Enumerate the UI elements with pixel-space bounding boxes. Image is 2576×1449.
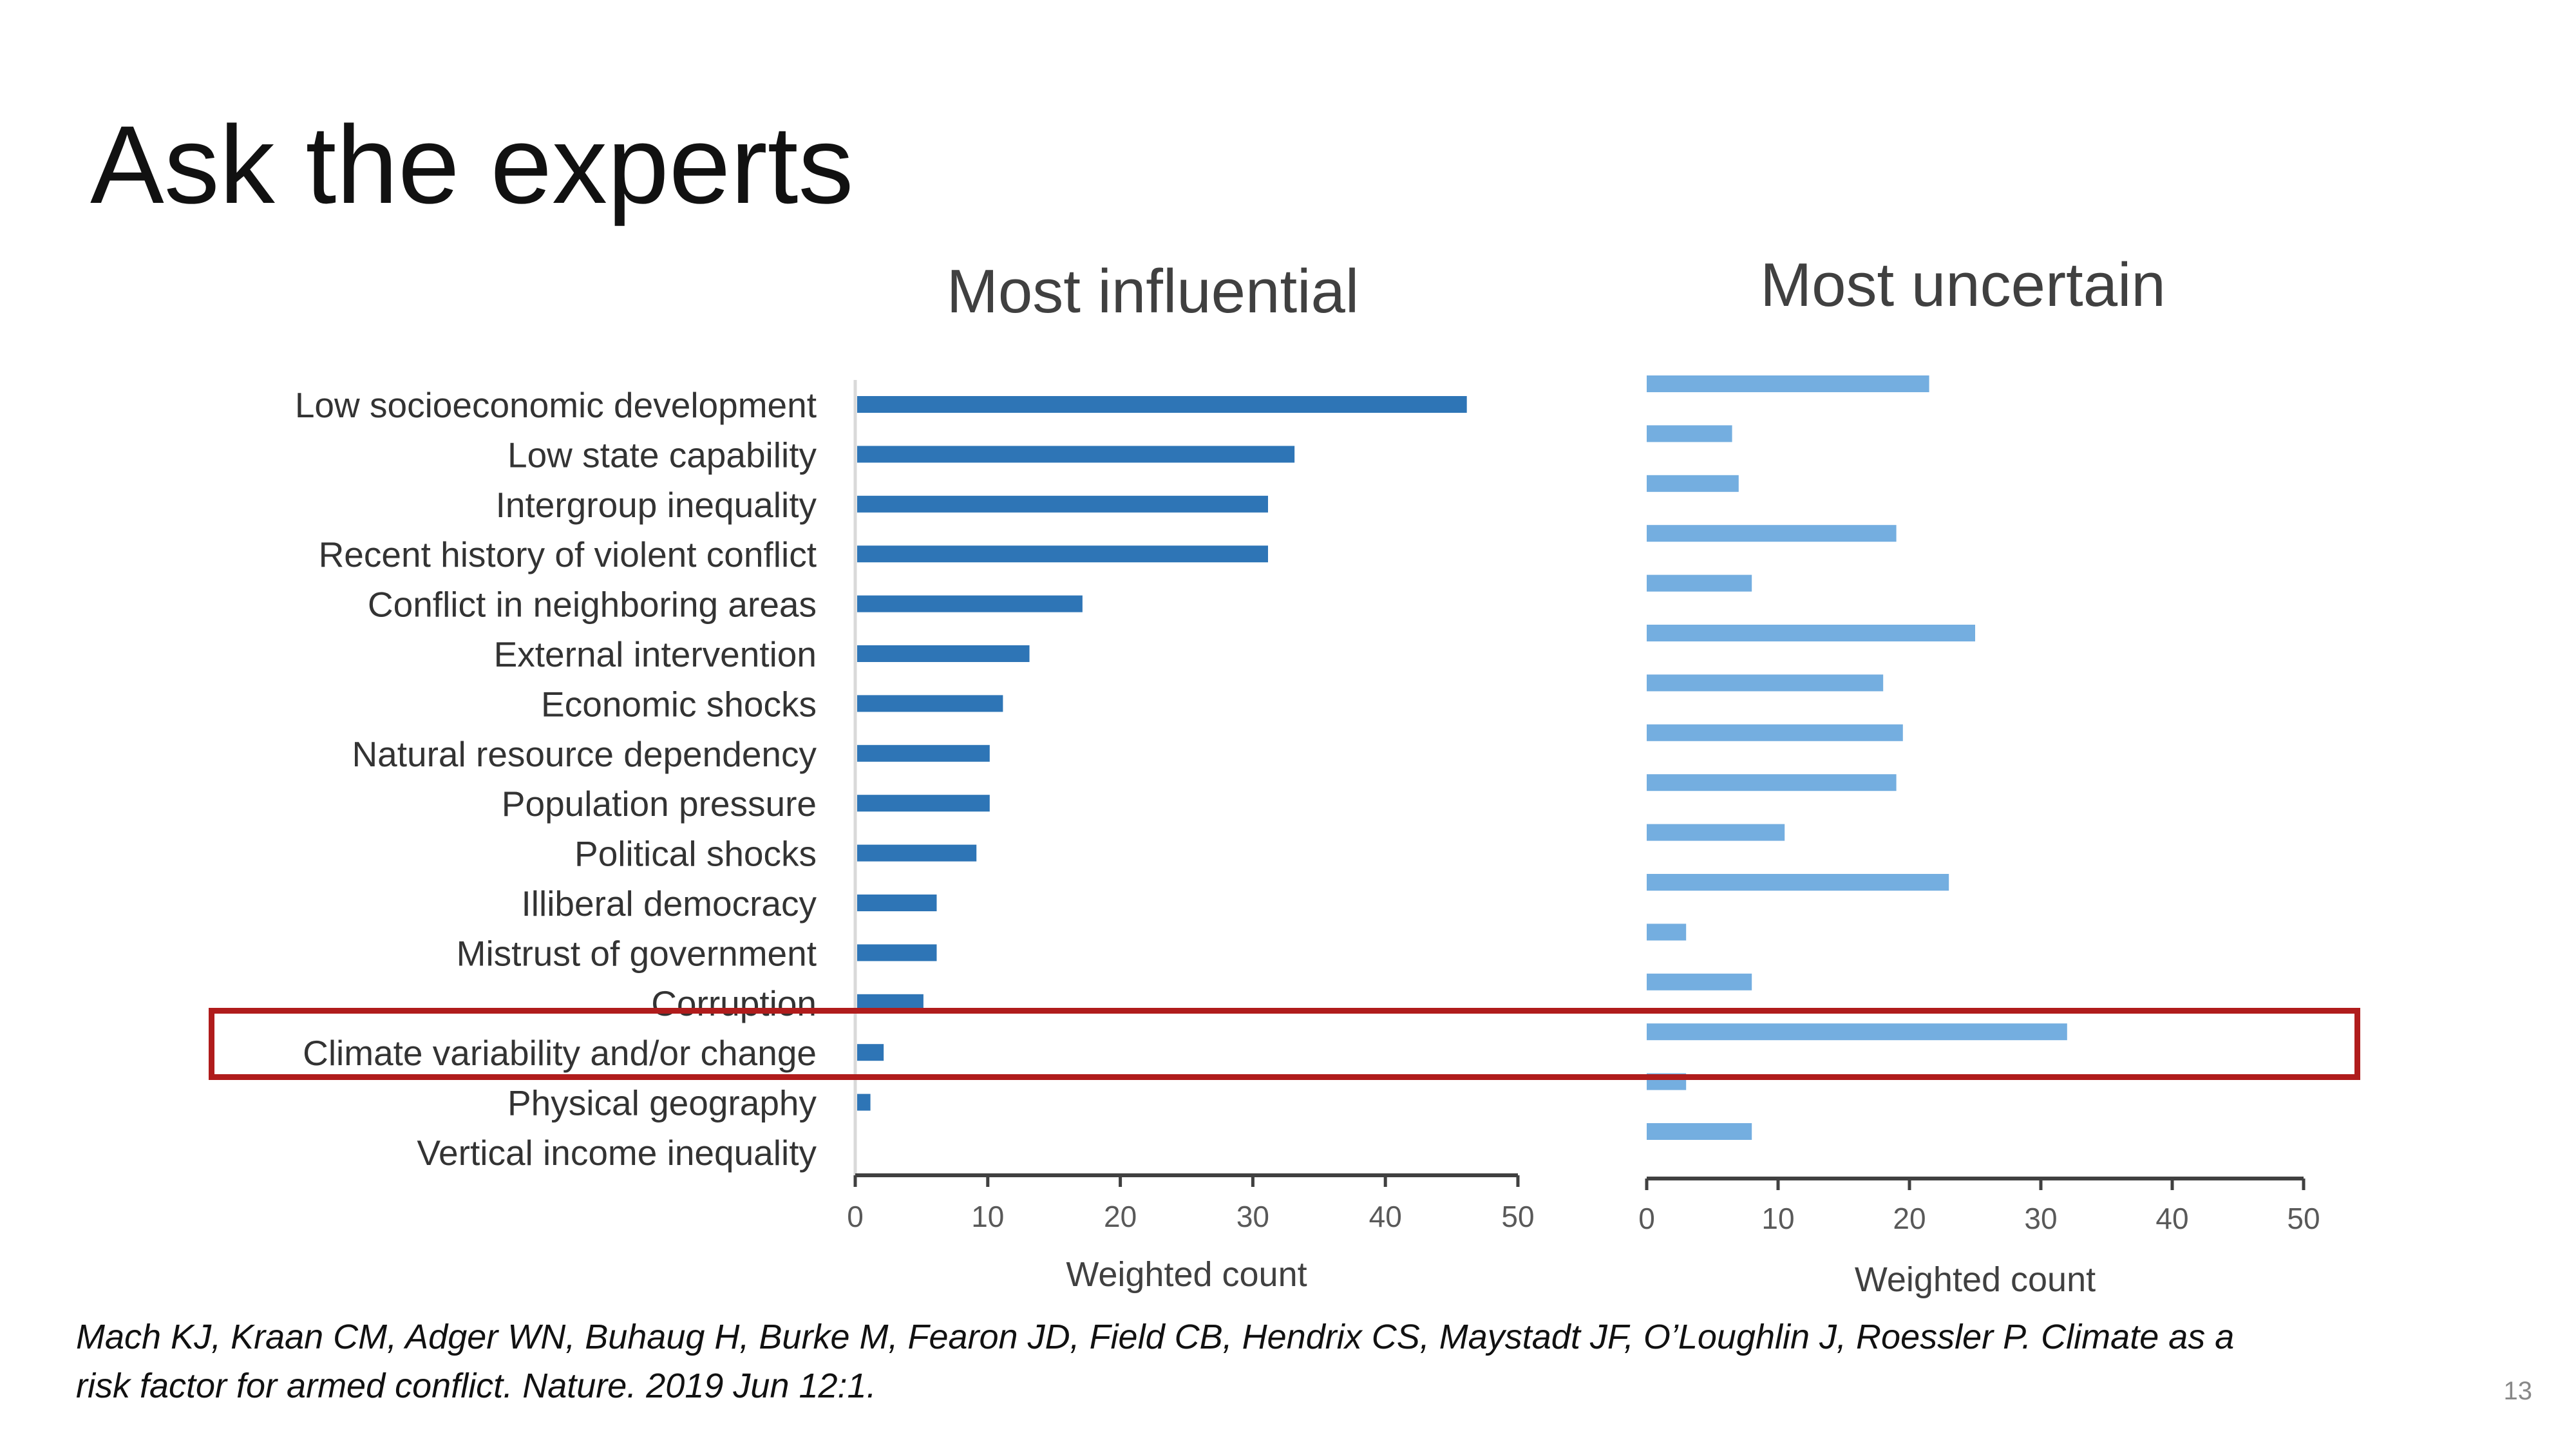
influential-bar [857,1094,871,1111]
citation-line-2: risk factor for armed conflict. Nature. … [76,1367,876,1405]
category-label: Vertical income inequality [417,1133,817,1173]
uncertain-bar [1647,475,1739,492]
uncertain-bar [1647,973,1752,990]
influential-x-tick-label: 40 [1369,1200,1402,1233]
citation-line-1: Mach KJ, Kraan CM, Adger WN, Buhaug H, B… [76,1318,2235,1356]
uncertain-bar [1647,574,1752,592]
uncertain-bar [1647,674,1884,692]
uncertain-bar [1647,625,1975,641]
category-label: Political shocks [574,834,817,874]
uncertain-bar [1647,874,1949,891]
uncertain-x-tick-label: 0 [1638,1202,1655,1235]
influential-bar [857,844,977,862]
uncertain-bar [1647,1123,1752,1140]
influential-bar [857,645,1030,662]
influential-x-axis-label: Weighted count [1066,1255,1307,1294]
category-label: Physical geography [507,1083,817,1123]
category-label: Mistrust of government [457,933,817,973]
uncertain-chart-title: Most uncertain [1760,251,2166,319]
category-label: Low state capability [507,435,817,475]
influential-chart-title: Most influential [947,257,1359,326]
uncertain-bar [1647,724,1903,741]
influential-bar [857,795,990,812]
page-number: 13 [2503,1377,2533,1405]
influential-bar [857,446,1295,463]
influential-bar [857,695,1003,712]
highlight-box [209,1008,2360,1080]
uncertain-x-tick-label: 40 [2155,1202,2188,1235]
uncertain-x-tick-label: 10 [1761,1202,1794,1235]
influential-bar [857,595,1083,612]
uncertain-bar [1647,774,1897,791]
category-label: Recent history of violent conflict [319,535,817,574]
category-label: Population pressure [502,784,817,824]
uncertain-bar [1647,525,1897,542]
influential-x-tick-label: 20 [1104,1200,1137,1233]
uncertain-bar [1647,1023,2067,1041]
influential-x-tick-label: 30 [1236,1200,1269,1233]
influential-bar [857,1044,884,1061]
influential-x-tick-label: 0 [847,1200,864,1233]
uncertain-bar [1647,375,1929,392]
category-label: External intervention [494,634,817,674]
uncertain-x-tick-label: 20 [1893,1202,1926,1235]
uncertain-bar [1647,824,1785,841]
category-label: Conflict in neighboring areas [368,585,817,625]
category-label: Intergroup inequality [496,485,817,525]
uncertain-x-axis-label: Weighted count [1855,1260,2096,1299]
category-label: Low socioeconomic development [295,385,817,425]
category-label: Natural resource dependency [352,734,817,774]
uncertain-x-tick-label: 30 [2024,1202,2057,1235]
influential-bar [857,895,937,911]
influential-x-tick-label: 50 [1501,1200,1534,1233]
category-label: Corruption [651,983,817,1023]
citation: Mach KJ, Kraan CM, Adger WN, Buhaug H, B… [76,1312,2234,1410]
influential-x-tick-label: 10 [971,1200,1004,1233]
uncertain-bar [1647,425,1732,442]
category-label: Economic shocks [541,684,817,724]
uncertain-bar [1647,923,1687,941]
category-label: Illiberal democracy [521,884,817,923]
influential-bar [857,545,1268,563]
slide-title: Ask the experts [90,103,854,227]
category-label: Climate variability and/or change [303,1033,817,1073]
influential-bar [857,495,1268,513]
influential-bar [857,944,937,961]
influential-bar [857,396,1467,413]
influential-bar [857,744,990,762]
uncertain-x-tick-label: 50 [2287,1202,2320,1235]
